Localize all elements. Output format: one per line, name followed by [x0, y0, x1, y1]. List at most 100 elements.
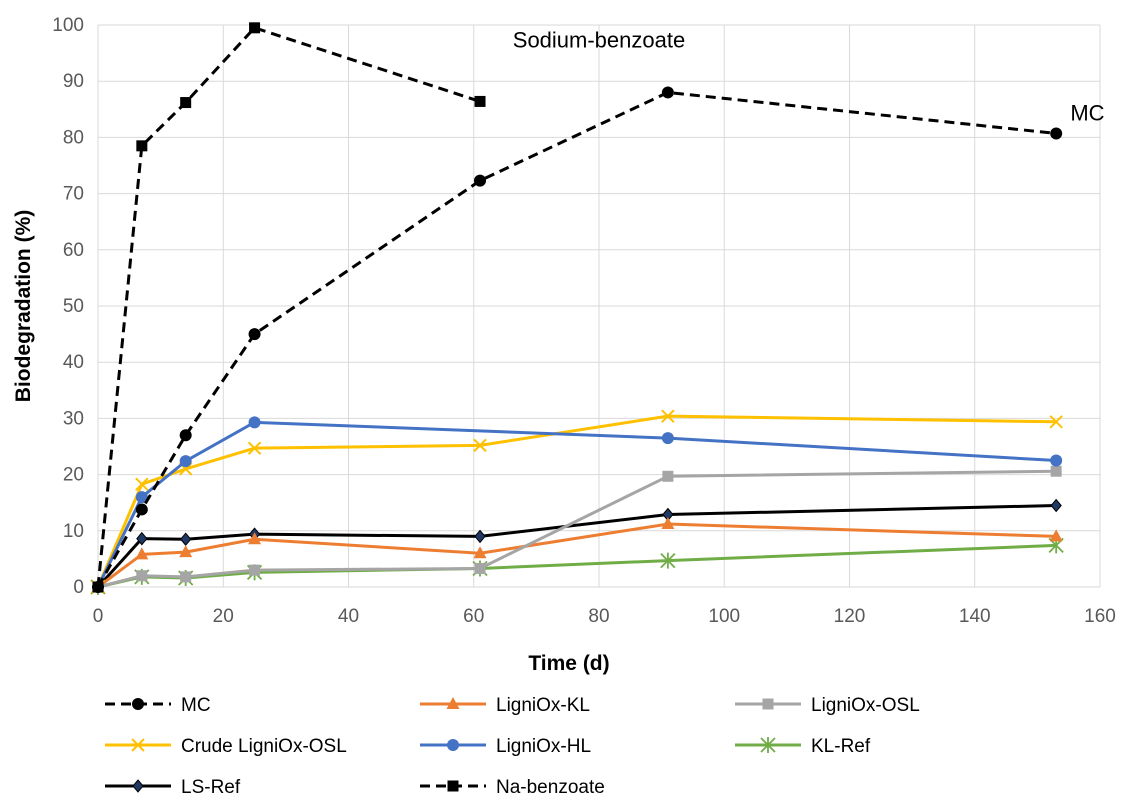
data-point-crude-ligniox-osl	[1049, 415, 1063, 429]
series-ls-ref	[92, 498, 1062, 594]
legend-item-kl-ref: KL-Ref	[735, 736, 871, 757]
data-point-mc	[135, 503, 148, 516]
y-tick-label: 40	[63, 352, 84, 373]
data-point-na-benzoate	[180, 97, 192, 109]
data-point-ligniox-kl	[135, 547, 149, 560]
gridlines	[97, 24, 1101, 588]
y-tick-label: 0	[73, 577, 84, 598]
annotations: Sodium-benzoate MC	[513, 27, 1105, 125]
y-tick-label: 60	[63, 240, 84, 261]
legend-swatch-marker	[132, 698, 144, 710]
data-point-ligniox-osl	[1050, 465, 1062, 477]
data-point-mc	[661, 86, 674, 99]
annotation-sodium-benzoate: Sodium-benzoate	[513, 27, 685, 52]
legend-item-ligniox-kl: LigniOx-KL	[420, 695, 590, 716]
data-point-crude-ligniox-osl	[661, 409, 675, 423]
data-point-ligniox-kl	[473, 546, 487, 559]
data-point-crude-ligniox-osl	[135, 477, 149, 491]
y-tick-label: 80	[63, 127, 84, 148]
legend-label: MC	[181, 695, 211, 716]
y-axis-title: Biodegradation (%)	[12, 210, 35, 403]
x-tick-label: 100	[708, 606, 740, 627]
data-point-ligniox-osl	[180, 571, 192, 583]
series-line-crude-ligniox-osl	[96, 414, 1057, 588]
legend-item-ligniox-osl: LigniOx-OSL	[735, 695, 920, 716]
data-point-mc	[179, 429, 192, 442]
data-point-ligniox-hl	[1050, 454, 1063, 467]
data-point-mc	[1050, 127, 1063, 140]
x-tick-label: 40	[338, 606, 359, 627]
y-tick-label: 100	[52, 15, 84, 36]
legend-swatch-marker	[762, 698, 774, 710]
legend-item-mc: MC	[105, 695, 211, 716]
x-tick-label: 20	[213, 606, 234, 627]
series-kl-ref	[90, 537, 1064, 595]
y-tick-label: 30	[63, 408, 84, 429]
legend-label: LigniOx-OSL	[811, 695, 920, 716]
series-ligniox-hl	[92, 416, 1063, 593]
data-point-ligniox-kl	[661, 517, 675, 530]
legend-item-ligniox-hl: LigniOx-HL	[420, 736, 591, 757]
series-ligniox-kl	[91, 517, 1063, 592]
y-tick-label: 70	[63, 184, 84, 205]
series-mc	[92, 86, 1063, 593]
data-point-ls-ref	[474, 529, 486, 544]
data-point-ligniox-osl	[474, 562, 486, 574]
series-line-kl-ref	[97, 543, 1057, 589]
series-line-ligniox-hl	[96, 420, 1057, 588]
data-point-ligniox-hl	[135, 491, 148, 504]
data-point-ligniox-hl	[179, 455, 192, 468]
legend-swatch-marker	[131, 738, 145, 752]
x-axis-title: Time (d)	[528, 652, 609, 675]
legend-label: Na-benzoate	[496, 777, 605, 795]
y-tick-label: 20	[63, 465, 84, 486]
legend-swatch-marker	[760, 737, 776, 753]
series-group	[90, 22, 1064, 595]
legend-swatch-marker	[446, 697, 460, 709]
legend-label: KL-Ref	[811, 736, 871, 757]
data-point-ls-ref	[180, 532, 192, 547]
data-point-ligniox-osl	[249, 564, 261, 576]
y-tick-label: 10	[63, 521, 84, 542]
legend-item-na-benzoate: Na-benzoate	[420, 777, 605, 795]
data-point-ligniox-kl	[248, 532, 262, 545]
y-tick-label: 50	[63, 296, 84, 317]
data-point-na-benzoate	[474, 95, 486, 107]
x-tick-label: 120	[834, 606, 866, 627]
legend-item-ls-ref: LS-Ref	[105, 777, 241, 795]
x-tick-label: 80	[588, 606, 609, 627]
y-tick-label: 90	[63, 71, 84, 92]
x-tick-label: 60	[463, 606, 484, 627]
data-point-ligniox-hl	[661, 432, 674, 445]
x-tick-label: 160	[1084, 606, 1116, 627]
data-point-ls-ref	[1050, 498, 1062, 513]
legend-label: LigniOx-KL	[496, 695, 590, 716]
data-point-mc	[474, 174, 487, 187]
legend-label: LigniOx-HL	[496, 736, 591, 757]
legend-swatch-marker	[447, 780, 459, 792]
legend: MC LigniOx-KL LigniOx-OSL Crude LigniOx-OSL…	[105, 695, 920, 795]
legend-swatch-marker	[447, 739, 459, 751]
annotation-mc: MC	[1070, 101, 1104, 126]
axes: 0 10 20 30 40 50 60 70 80 90 100 0 20 40 60 80 100 120 140…	[12, 15, 1116, 675]
data-point-ligniox-hl	[248, 416, 261, 429]
series-line-mc	[96, 90, 1057, 588]
data-point-mc	[248, 328, 261, 341]
legend-label: Crude LigniOx-OSL	[181, 736, 347, 757]
series-na-benzoate	[92, 22, 486, 593]
data-point-na-benzoate	[249, 22, 261, 34]
legend-label: LS-Ref	[181, 777, 241, 795]
data-point-ligniox-kl	[179, 545, 193, 558]
data-point-ls-ref	[136, 531, 148, 546]
data-point-crude-ligniox-osl	[473, 438, 487, 453]
data-point-ligniox-osl	[136, 570, 148, 582]
series-line-na-benzoate	[96, 26, 481, 588]
x-tick-label: 0	[93, 606, 104, 627]
series-line-ligniox-osl	[97, 469, 1057, 589]
data-point-crude-ligniox-osl	[247, 441, 262, 455]
series-line-ligniox-kl	[97, 522, 1057, 589]
data-point-na-benzoate	[136, 140, 148, 152]
x-tick-label: 140	[959, 606, 991, 627]
legend-swatch-marker	[132, 779, 144, 793]
